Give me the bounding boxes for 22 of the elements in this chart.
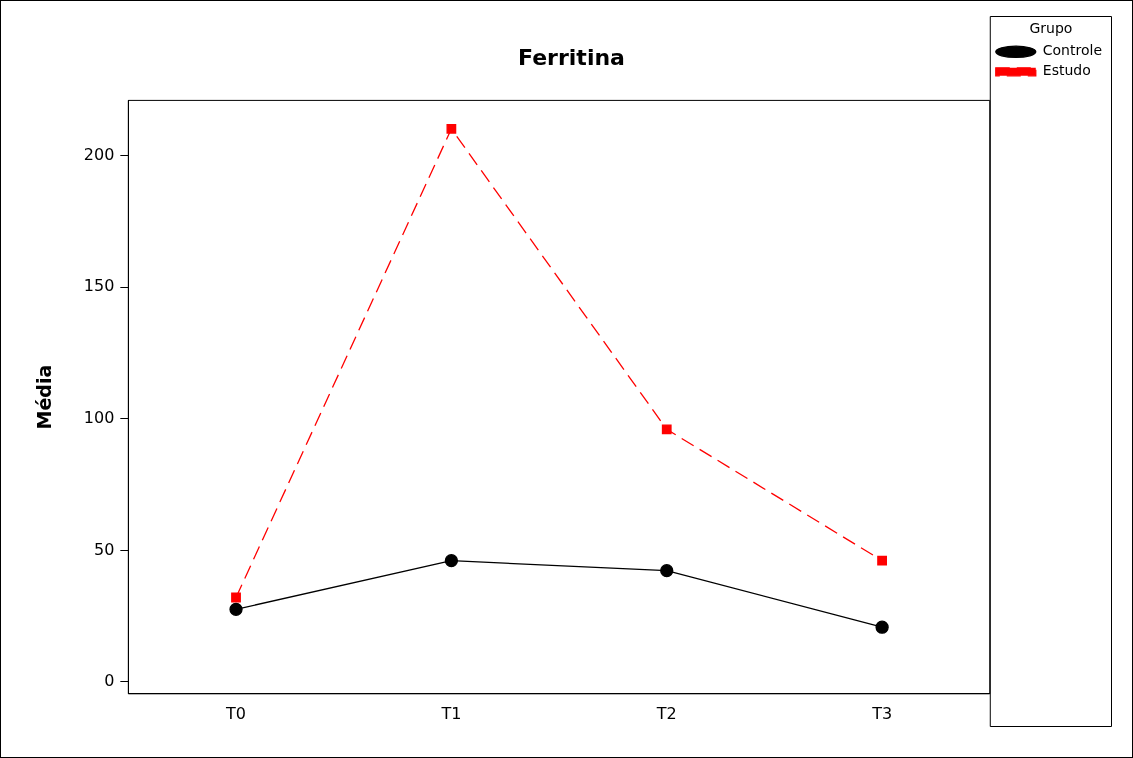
y-tick-label: 100 bbox=[83, 407, 115, 427]
point bbox=[231, 592, 241, 603]
y-tick-label: 0 bbox=[104, 671, 115, 691]
point bbox=[660, 564, 674, 578]
legend-title: Grupo bbox=[1029, 19, 1073, 36]
x-tick-label: T0 bbox=[225, 703, 246, 723]
point bbox=[446, 123, 457, 134]
legend-label: Controle bbox=[1042, 42, 1103, 59]
y-tick-label: 50 bbox=[93, 539, 115, 559]
y-axis-title: Média bbox=[33, 364, 56, 430]
legend-label: Estudo bbox=[1042, 62, 1091, 79]
y-tick-label: 150 bbox=[83, 276, 115, 296]
point bbox=[444, 554, 459, 568]
point bbox=[661, 424, 672, 435]
x-tick-label: T3 bbox=[871, 703, 893, 723]
point bbox=[877, 555, 887, 566]
y-tick-label: 200 bbox=[83, 144, 115, 164]
chart-title: Ferritina bbox=[518, 44, 625, 70]
point bbox=[875, 620, 889, 634]
point bbox=[229, 602, 243, 616]
x-tick-label: T2 bbox=[655, 703, 677, 723]
x-tick-label: T1 bbox=[440, 703, 462, 723]
